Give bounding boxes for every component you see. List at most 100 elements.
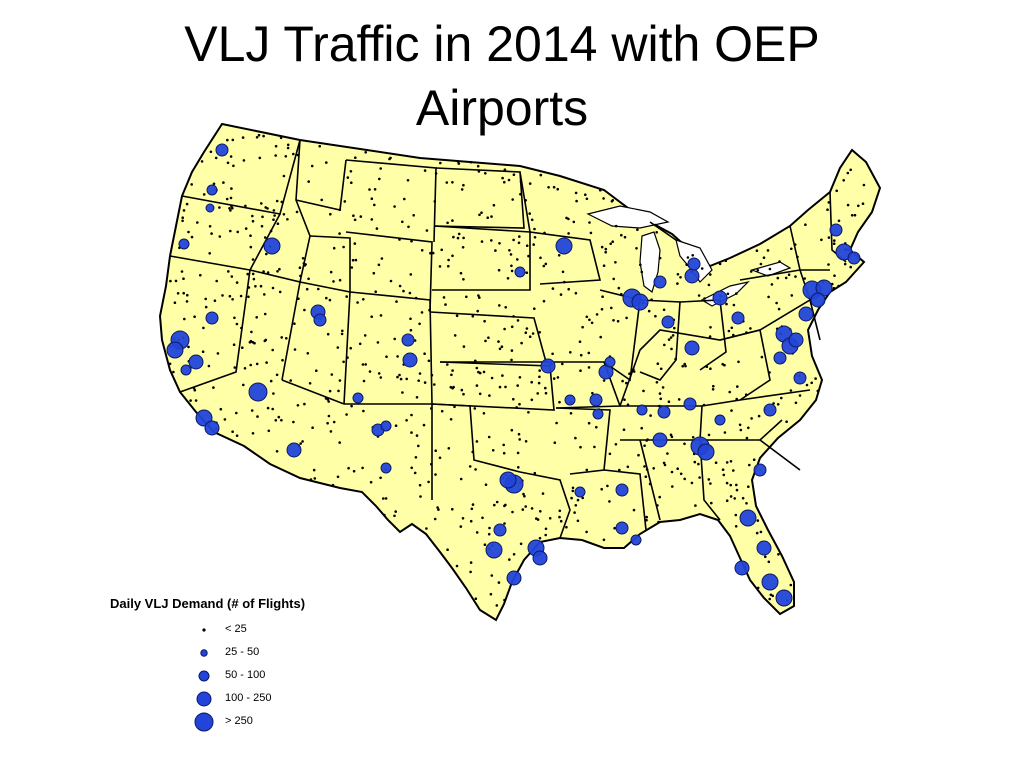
- airport-dot: [595, 425, 598, 429]
- airport-dot: [401, 220, 404, 224]
- airport-dot: [850, 214, 854, 217]
- airport-dot: [301, 257, 305, 260]
- airport-dot: [415, 434, 419, 437]
- airport-dot: [725, 481, 729, 485]
- airport-dot: [475, 440, 479, 443]
- airport-dot: [446, 363, 449, 366]
- airport-dot: [732, 469, 735, 472]
- airport-dot: [614, 443, 618, 446]
- airport-marker: [788, 332, 804, 348]
- airport-dot: [430, 373, 434, 377]
- us-outline: [158, 122, 882, 622]
- airport-marker: [380, 420, 392, 432]
- airport-dot: [363, 334, 367, 337]
- airport-dot: [745, 331, 748, 334]
- airport-dot: [370, 197, 374, 200]
- airport-dot: [465, 295, 468, 299]
- airport-dot: [377, 263, 381, 267]
- airport-dot: [193, 315, 196, 319]
- airport-dot: [460, 188, 464, 191]
- airport-dot: [251, 219, 255, 223]
- airport-dot: [280, 418, 283, 422]
- airport-dot: [510, 428, 514, 432]
- airport-marker: [215, 143, 229, 157]
- airport-dot: [276, 270, 279, 273]
- airport-marker: [313, 313, 327, 327]
- airport-dot: [723, 363, 726, 367]
- airport-dot: [307, 180, 311, 183]
- airport-dot: [263, 236, 267, 239]
- airport-dot: [354, 156, 357, 159]
- airport-dot: [519, 542, 523, 546]
- airport-dot: [691, 436, 695, 439]
- airport-dot: [712, 384, 715, 388]
- airport-dot: [600, 245, 604, 249]
- airport-dot: [658, 256, 662, 260]
- airport-dot: [204, 305, 208, 309]
- legend-label: 50 - 100: [225, 669, 266, 681]
- airport-dot: [552, 377, 556, 380]
- airport-dot: [767, 295, 770, 299]
- airport-dot: [480, 211, 483, 214]
- airport-dot: [556, 187, 559, 191]
- airport-dot: [658, 392, 662, 395]
- airport-dot: [600, 307, 604, 311]
- airport-dot: [423, 169, 427, 172]
- airport-dot: [302, 262, 306, 265]
- airport-dot: [318, 144, 322, 148]
- airport-dot: [574, 191, 578, 195]
- airport-dot: [670, 435, 674, 439]
- airport-dot: [590, 321, 594, 325]
- airport-dot: [434, 449, 438, 453]
- airport-dot: [313, 477, 317, 480]
- airport-dot: [608, 452, 612, 456]
- airport-dot: [655, 231, 658, 234]
- airport-dot: [255, 362, 259, 366]
- airport-marker: [286, 442, 302, 458]
- airport-dot: [286, 146, 290, 150]
- airport-dot: [262, 134, 265, 138]
- airport-dot: [516, 319, 520, 322]
- airport-dot: [349, 346, 353, 350]
- airport-dot: [433, 383, 436, 386]
- airport-dot: [221, 294, 224, 297]
- airport-marker: [636, 404, 648, 416]
- airport-dot: [541, 492, 545, 495]
- airport-dot: [327, 414, 331, 418]
- airport-dot: [382, 497, 385, 500]
- airport-dot: [477, 170, 481, 173]
- airport-dot: [648, 482, 652, 486]
- airport-dot: [401, 391, 404, 394]
- airport-dot: [537, 381, 541, 385]
- airport-dot: [218, 206, 221, 209]
- airport-dot: [332, 420, 336, 424]
- airport-dot: [843, 262, 847, 266]
- airport-dot: [587, 421, 591, 425]
- airport-dot: [440, 248, 444, 252]
- airport-dot: [861, 202, 865, 205]
- airport-dot: [437, 508, 440, 511]
- airport-dot: [419, 495, 422, 498]
- airport-dot: [462, 236, 465, 240]
- airport-dot: [487, 435, 491, 439]
- airport-dot: [378, 177, 381, 181]
- airport-dot: [395, 300, 398, 303]
- airport-dot: [506, 277, 510, 280]
- airport-dot: [418, 483, 422, 487]
- airport-dot: [213, 299, 217, 303]
- airport-dot: [533, 307, 536, 311]
- airport-dot: [771, 594, 774, 598]
- airport-dot: [329, 212, 332, 216]
- airport-dot: [326, 398, 330, 401]
- airport-dot: [632, 370, 636, 373]
- airport-marker: [166, 341, 184, 359]
- airport-dot: [523, 494, 526, 498]
- airport-dot: [703, 297, 706, 300]
- airport-dot: [481, 516, 484, 520]
- airport-marker: [485, 541, 503, 559]
- airport-dot: [544, 527, 548, 531]
- airport-dot: [498, 385, 502, 389]
- airport-dot: [444, 303, 447, 306]
- airport-dot: [370, 218, 374, 221]
- airport-dot: [182, 277, 185, 281]
